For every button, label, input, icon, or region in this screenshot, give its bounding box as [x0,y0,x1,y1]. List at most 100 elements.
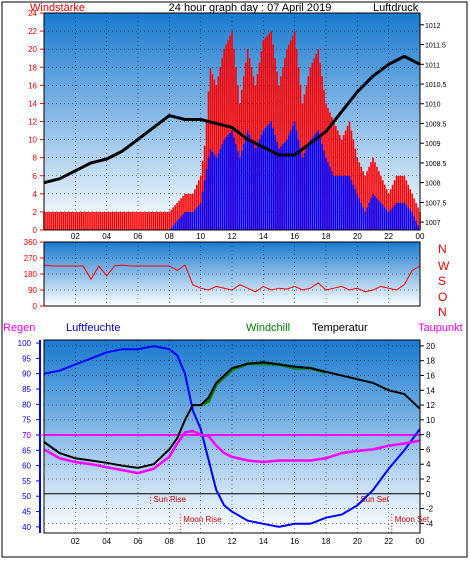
pressure-y-tick-label: 1010.5 [425,82,447,89]
wind-y-tick-label: 18 [28,63,37,72]
humidity-y-ticks: 40 45 50 55 60 65 70 75 80 85 90 95 100 [18,339,44,532]
humidity-y-tick-label: 70 [22,431,31,440]
wind-y-tick-label: 0 [33,226,38,235]
temp-x-tick-label: 14 [259,537,268,546]
temp-x-tick-label: 20 [353,537,362,546]
pressure-axis-title: Luftdruck [373,2,419,14]
wind-bars [43,31,421,230]
wind-y-tick-label: 20 [28,45,37,54]
dewpoint-line [43,429,421,475]
temp-x-ticks: 02 04 06 08 10 12 14 16 18 20 22 00 [71,537,425,546]
wind-y-tick-label: 14 [28,99,37,108]
event-label: Sun Rise [154,495,187,504]
pressure-line [43,54,421,185]
compass-letter-w: W [438,259,450,273]
pressure-y-tick-label: 1007 [425,220,441,227]
wind-x-tick-label: 08 [165,232,174,241]
temperature-y-tick-label: -4 [426,519,434,528]
humidity-y-tick-label: 55 [22,477,31,486]
wind-y-tick-label: 10 [28,136,37,145]
wind-x-tick-label: 02 [71,232,80,241]
pressure-y-tick-label: 1007.5 [425,200,447,207]
direction-y-tick-label: 0 [33,302,38,311]
temperature-y-tick-label: 2 [426,475,431,484]
direction-y-tick-label: 270 [24,254,38,263]
wind-y-tick-label: 2 [33,208,38,217]
wind-x-tick-label: 18 [322,232,331,241]
humidity-axis-title: Luftfeuchte [66,322,120,334]
direction-y-tick-label: 90 [28,286,37,295]
wind-x-ticks: 02 04 06 08 10 12 14 16 18 20 22 00 [71,232,425,241]
humidity-y-tick-label: 75 [22,416,31,425]
humidity-line [43,345,421,528]
compass-letter-o: O [438,290,447,304]
humidity-y-tick-label: 65 [22,446,31,455]
temperature-y-tick-label: 4 [426,460,431,469]
temperature-y-tick-label: 8 [426,431,431,440]
temperature-y-tick-label: 6 [426,445,431,454]
pressure-y-tick-label: 1009.5 [425,121,447,128]
wind-x-tick-label: 14 [259,232,268,241]
compass-letters: N W S O N [438,242,450,319]
temp-plot-border [43,339,421,534]
wind-x-tick-label: 20 [353,232,362,241]
rain-axis-title: Regen [3,322,35,334]
direction-y-ticks: 0 90 180 270 360 [24,238,44,311]
rain-axis-tick: 0 [27,431,32,440]
temp-x-tick-label: 08 [165,537,174,546]
pressure-y-tick-label: 1011.5 [425,43,446,50]
temp-x-tick-label: 02 [71,537,80,546]
wind-x-tick-label: 10 [196,232,205,241]
humidity-y-tick-label: 100 [18,339,32,348]
wind-axis-title: Windstärke [30,2,85,14]
wind-x-tick-label: 12 [228,232,237,241]
event-label: Moon Rise [183,515,222,524]
humidity-y-tick-label: 50 [22,492,31,501]
temp-x-tick-label: 18 [322,537,331,546]
temp-x-tick-label: 06 [134,537,143,546]
wind-y-tick-label: 4 [33,190,38,199]
pressure-y-tick-label: 1009 [425,141,441,148]
wind-y-tick-label: 12 [28,118,37,127]
wind-direction-line [43,264,421,293]
temperature-line [43,361,421,469]
humidity-y-tick-label: 95 [22,354,31,363]
temp-x-tick-label: 12 [228,537,237,546]
wind-x-tick-label: 16 [290,232,299,241]
temperature-y-ticks: -4 -2 0 2 4 6 8 10 12 14 16 18 20 [420,342,435,528]
compass-letter-n-bottom: N [438,305,447,319]
wind-x-tick-label: 06 [134,232,143,241]
windchill-legend: Windchill [246,322,290,334]
temp-x-tick-label: 22 [384,537,393,546]
temp-x-tick-label: 00 [416,537,425,546]
humidity-y-tick-label: 45 [22,508,31,517]
temperature-y-tick-label: 10 [426,416,435,425]
temperature-y-tick-label: 16 [426,371,435,380]
wind-x-tick-label: 22 [384,232,393,241]
dewpoint-legend: Taupunkt [418,322,463,334]
compass-letter-n-top: N [438,242,447,256]
sun-moon-events: Sun Rise Sun Set Moon Rise Moon Set [150,493,430,533]
direction-y-tick-label: 360 [24,238,38,247]
wind-x-tick-label: 04 [102,232,111,241]
direction-y-tick-label: 180 [24,270,38,279]
wind-x-tick-label: 00 [416,232,425,241]
temp-x-tick-label: 16 [290,537,299,546]
wind-y-tick-label: 6 [33,172,38,181]
temperature-y-tick-label: 18 [426,357,435,366]
humidity-y-tick-label: 85 [22,385,31,394]
pressure-y-tick-label: 1011 [425,62,440,69]
event-label: Moon Set [395,515,430,524]
pressure-y-tick-label: 1008 [425,181,441,188]
temperature-y-tick-label: 20 [426,342,435,351]
temperature-axis-title: Temperatur [312,322,368,334]
temperature-y-tick-label: 14 [426,386,435,395]
humidity-y-tick-label: 90 [22,370,31,379]
temperature-y-tick-label: 12 [426,401,435,410]
